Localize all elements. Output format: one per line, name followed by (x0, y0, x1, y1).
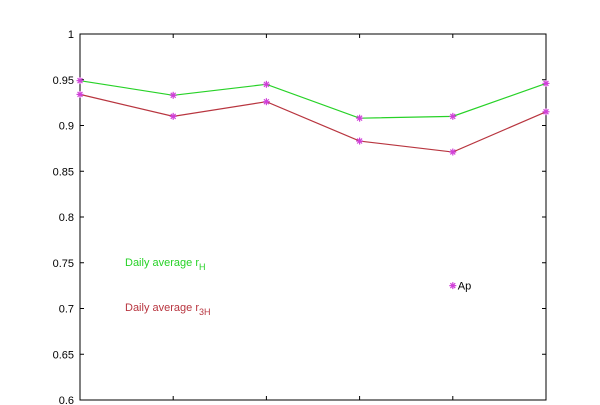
series-markers (76, 77, 550, 156)
y-tick-label: 1 (68, 29, 74, 41)
legend-label-rh-subscript: H (199, 262, 206, 272)
legend-label-r3h-subscript: 3H (199, 307, 211, 317)
legend-label-rh: Daily average rH (125, 257, 205, 272)
data-point-s0 (262, 80, 270, 88)
data-point-s1 (169, 112, 177, 120)
plot-area (79, 33, 547, 401)
x-axis (79, 34, 547, 400)
data-point-s1 (262, 98, 270, 106)
y-tick-label: 0.65 (53, 349, 74, 361)
y-tick-label: 0.6 (59, 395, 74, 405)
legend-label-r3h-text: Daily average r (125, 302, 199, 314)
y-tick-label: 0.8 (59, 212, 74, 224)
y-tick-label: 0.95 (53, 75, 74, 87)
legend-label-rh-text: Daily average r (125, 257, 199, 269)
y-tick-label: 0.9 (59, 121, 74, 133)
data-point-s0 (449, 112, 457, 120)
data-point-s0 (76, 77, 84, 85)
y-tick-label: 0.75 (53, 258, 74, 270)
y-axis: 1 0.95 0.9 0.85 0.8 0.75 0.7 0.65 0.6 (53, 29, 546, 405)
y-tick-label: 0.7 (59, 304, 74, 316)
ap-annotation: Ap (449, 281, 471, 293)
data-point-s1 (76, 90, 84, 98)
y-tick-label: 0.85 (53, 166, 74, 178)
data-point-s1 (542, 108, 550, 116)
ap-marker (449, 282, 457, 290)
data-point-s0 (542, 79, 550, 87)
ap-label: Ap (458, 281, 471, 293)
data-point-s0 (169, 91, 177, 99)
series-line-0 (79, 80, 547, 119)
series-line-1 (79, 93, 547, 153)
series-lines (79, 80, 547, 153)
data-point-s1 (449, 148, 457, 156)
data-point-s0 (356, 114, 364, 122)
data-point-s1 (356, 137, 364, 145)
legend-label-r3h: Daily average r3H (125, 302, 211, 317)
